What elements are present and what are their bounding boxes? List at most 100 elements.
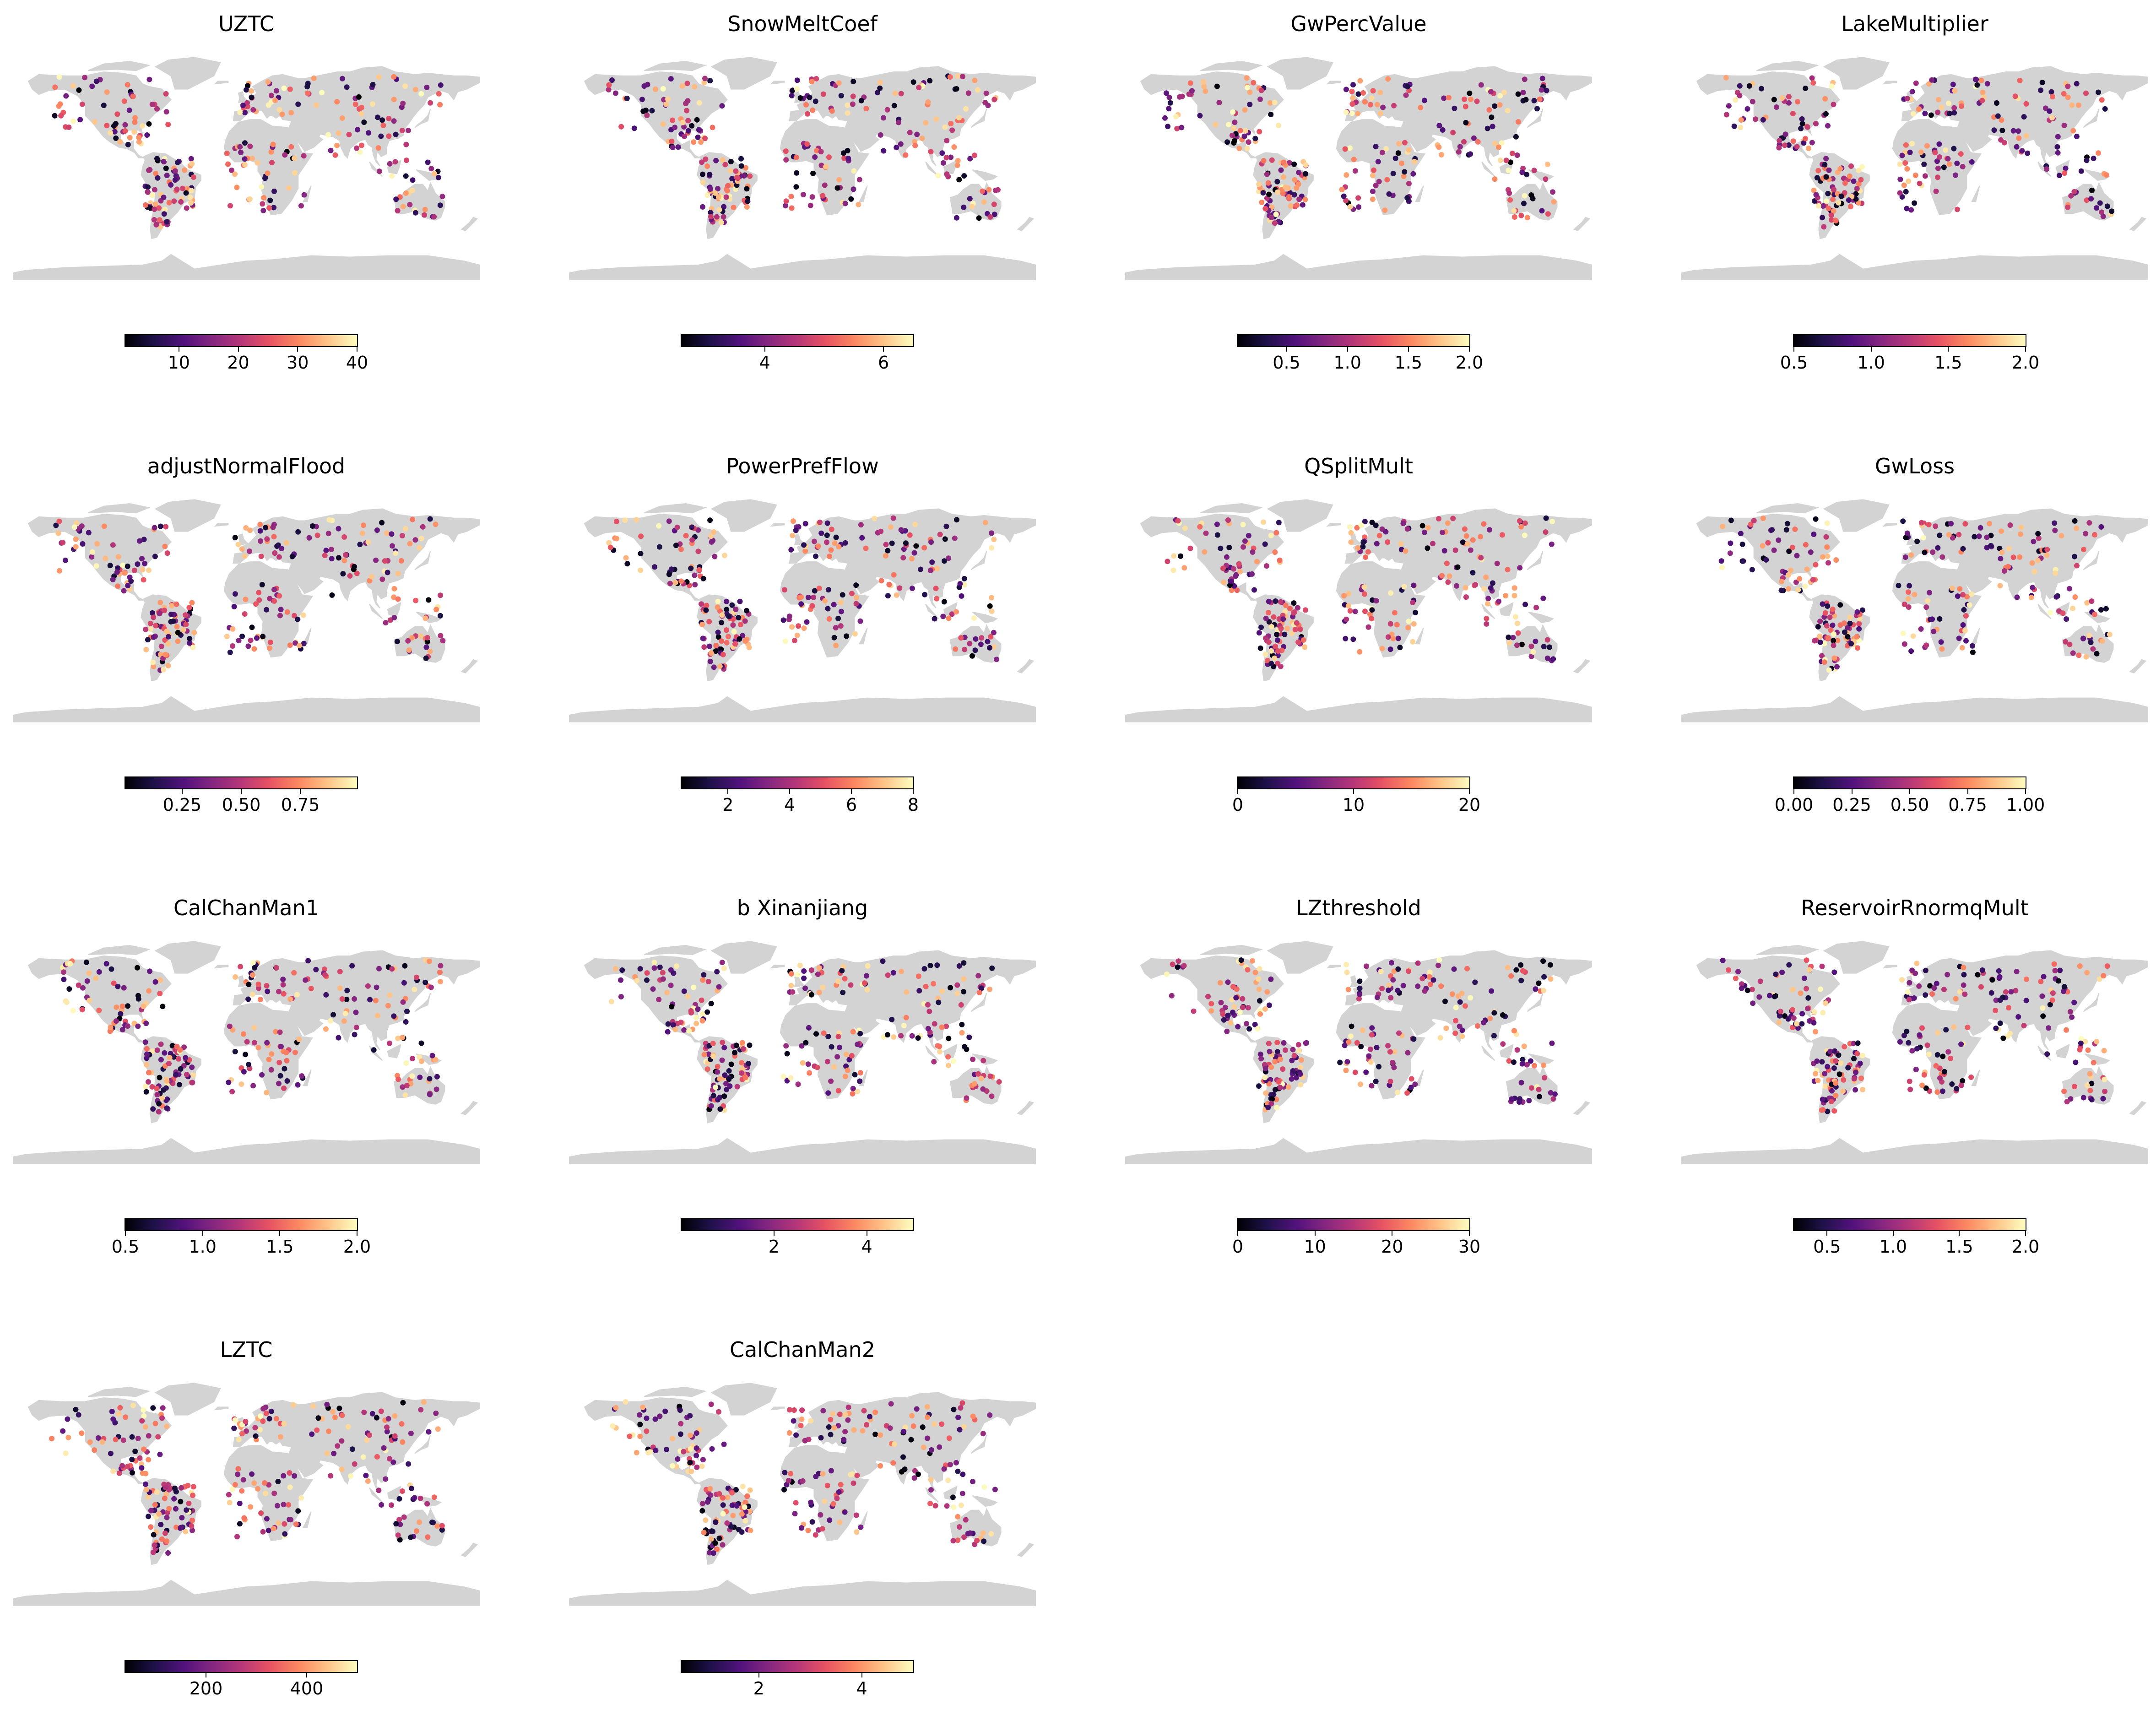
station-marker	[261, 1480, 267, 1486]
station-marker	[959, 1491, 965, 1497]
station-marker	[1265, 657, 1271, 663]
station-marker	[941, 599, 947, 605]
station-marker	[1960, 1078, 1966, 1084]
station-marker	[383, 1476, 389, 1482]
station-marker	[1907, 149, 1913, 155]
station-marker	[1824, 623, 1830, 629]
station-marker	[1822, 96, 1828, 102]
station-marker	[721, 1093, 727, 1099]
station-marker	[1487, 527, 1492, 533]
colorbar-tick	[2025, 347, 2026, 352]
station-marker	[678, 546, 684, 552]
station-marker	[1389, 960, 1394, 966]
station-marker	[794, 170, 800, 176]
station-marker	[260, 1406, 266, 1411]
station-marker	[391, 615, 397, 621]
station-marker	[1825, 554, 1831, 559]
station-marker	[1940, 1053, 1946, 1059]
station-marker	[2083, 654, 2089, 660]
land-shape	[859, 185, 868, 202]
station-marker	[700, 1457, 706, 1463]
colorbar-tick	[727, 789, 729, 794]
station-marker	[1756, 994, 1762, 1000]
station-marker	[1771, 547, 1777, 553]
station-marker	[624, 561, 630, 567]
station-marker	[1369, 95, 1375, 101]
station-marker	[842, 1509, 848, 1515]
station-marker	[117, 1405, 123, 1411]
station-marker	[2088, 640, 2094, 645]
station-marker	[937, 1444, 943, 1450]
station-marker	[949, 611, 955, 617]
station-marker	[247, 196, 253, 202]
station-marker	[668, 566, 674, 572]
station-marker	[1511, 592, 1517, 598]
station-marker	[2067, 1009, 2073, 1015]
station-marker	[783, 148, 789, 154]
station-marker	[897, 585, 903, 591]
station-marker	[400, 1084, 406, 1090]
station-marker	[1988, 532, 1994, 538]
station-marker	[56, 518, 62, 524]
station-marker	[1430, 977, 1436, 983]
station-marker	[1265, 180, 1271, 186]
station-marker	[714, 214, 720, 220]
station-marker	[2023, 133, 2029, 139]
station-marker	[680, 119, 686, 125]
station-marker	[1728, 540, 1733, 546]
station-marker	[856, 201, 861, 207]
station-marker	[799, 1525, 804, 1531]
station-marker	[403, 1019, 409, 1025]
station-marker	[825, 1090, 831, 1096]
station-marker	[231, 1425, 237, 1431]
station-marker	[848, 1471, 854, 1477]
station-marker	[1246, 139, 1251, 145]
station-marker	[1918, 149, 1924, 155]
map-panel: SnowMeltCoef 4 6	[569, 10, 1036, 381]
station-marker	[180, 627, 186, 633]
station-marker	[719, 619, 725, 625]
station-marker	[225, 161, 231, 167]
station-marker	[612, 90, 618, 96]
station-marker	[901, 1428, 907, 1434]
station-marker	[719, 960, 725, 966]
station-marker	[2094, 1039, 2100, 1045]
station-marker	[1900, 518, 1906, 524]
station-marker	[1436, 123, 1442, 129]
station-marker	[112, 129, 118, 135]
station-marker	[246, 982, 252, 988]
station-marker	[266, 1482, 272, 1488]
station-marker	[1825, 1108, 1831, 1114]
station-marker	[1831, 1108, 1837, 1114]
station-marker	[1377, 90, 1383, 96]
station-marker	[2049, 997, 2055, 1003]
station-marker	[816, 989, 822, 995]
station-marker	[1217, 980, 1223, 986]
station-marker	[961, 976, 967, 982]
station-marker	[146, 121, 152, 127]
land-shape	[2129, 659, 2147, 673]
station-marker	[813, 98, 818, 104]
world-map	[1681, 941, 2148, 1164]
station-marker	[1794, 553, 1800, 559]
land-shape	[1681, 696, 2148, 722]
station-marker	[174, 186, 180, 192]
station-marker	[226, 1080, 232, 1086]
station-marker	[962, 582, 967, 588]
station-marker	[828, 1432, 834, 1438]
station-marker	[160, 1004, 166, 1010]
station-marker	[1739, 558, 1745, 564]
station-marker	[1401, 174, 1407, 179]
station-marker	[788, 1471, 794, 1477]
colorbar: 0 10 20 30	[1232, 1218, 1480, 1259]
colorbar-tick	[238, 347, 239, 352]
station-marker	[955, 73, 961, 79]
map-panel: LakeMultiplier 0.5 1.0 1.5 2.0	[1681, 10, 2148, 381]
station-marker	[1265, 610, 1271, 616]
station-marker	[2057, 967, 2063, 973]
station-marker	[1935, 165, 1941, 171]
station-marker	[1517, 1099, 1522, 1105]
station-marker	[1264, 563, 1269, 569]
station-marker	[1439, 573, 1445, 579]
station-marker	[949, 127, 955, 133]
